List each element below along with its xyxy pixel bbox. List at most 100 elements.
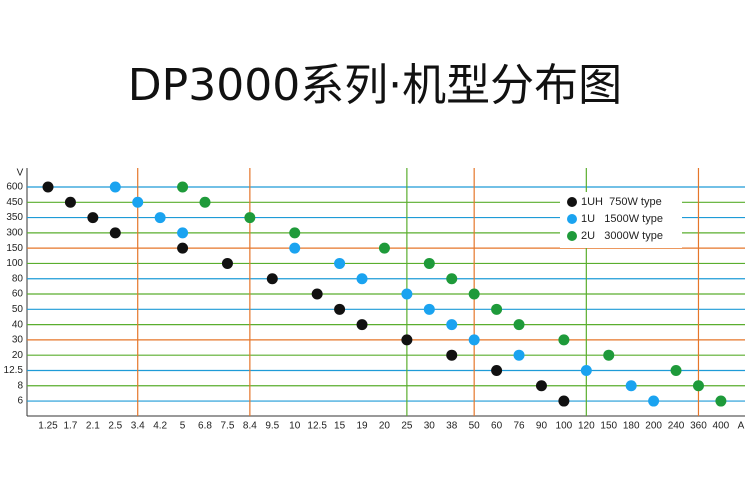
x-axis-label: A xyxy=(738,421,745,432)
y-tick-label: 60 xyxy=(12,289,24,300)
x-tick-label: 200 xyxy=(645,421,662,432)
point xyxy=(109,227,121,239)
y-tick-label: 8 xyxy=(17,380,23,391)
y-tick-label: 100 xyxy=(6,258,23,269)
point xyxy=(177,181,189,193)
legend-marker xyxy=(567,197,577,207)
point xyxy=(446,273,458,285)
point xyxy=(378,242,390,254)
y-tick-label: 40 xyxy=(12,319,24,330)
x-tick-label: 30 xyxy=(424,421,436,432)
point xyxy=(558,334,570,346)
x-tick-label: 120 xyxy=(578,421,595,432)
x-tick-label: 1.7 xyxy=(63,421,77,432)
y-tick-label: 30 xyxy=(12,335,24,346)
point xyxy=(199,196,211,208)
x-tick-label: 60 xyxy=(491,421,503,432)
x-tick-label: 2.1 xyxy=(86,421,100,432)
point xyxy=(64,196,76,208)
x-tick-label: 25 xyxy=(401,421,413,432)
x-tick-label: 76 xyxy=(513,421,525,432)
point xyxy=(423,303,435,315)
point xyxy=(356,273,368,285)
point xyxy=(42,181,54,193)
x-tick-label: 50 xyxy=(469,421,481,432)
x-tick-label: 12.5 xyxy=(307,421,327,432)
point xyxy=(468,288,480,300)
y-tick-label: 12.5 xyxy=(4,365,24,376)
point xyxy=(401,334,413,346)
x-tick-label: 100 xyxy=(556,421,573,432)
point xyxy=(266,273,278,285)
x-tick-label: 20 xyxy=(379,421,391,432)
point xyxy=(244,212,256,224)
point xyxy=(289,242,301,254)
point xyxy=(446,349,458,361)
point xyxy=(692,380,704,392)
point xyxy=(603,349,615,361)
point xyxy=(177,227,189,239)
legend-label: 1U 1500W type xyxy=(581,213,663,225)
x-tick-label: 15 xyxy=(334,421,346,432)
x-tick-label: 1.25 xyxy=(38,421,58,432)
x-tick-label: 90 xyxy=(536,421,548,432)
point xyxy=(221,257,233,269)
point xyxy=(109,181,121,193)
x-tick-label: 5 xyxy=(180,421,186,432)
point xyxy=(535,380,547,392)
y-axis-label: V xyxy=(17,168,24,179)
x-tick-label: 19 xyxy=(356,421,368,432)
legend-label: 2U 3000W type xyxy=(581,230,663,242)
x-tick-label: 4.2 xyxy=(153,421,167,432)
x-tick-label: 400 xyxy=(713,421,730,432)
x-tick-label: 180 xyxy=(623,421,640,432)
legend-marker xyxy=(567,214,577,224)
y-tick-label: 450 xyxy=(6,197,23,208)
legend-label: 1UH 750W type xyxy=(581,196,662,208)
point xyxy=(580,364,592,376)
x-tick-label: 240 xyxy=(668,421,685,432)
x-tick-label: 360 xyxy=(690,421,707,432)
point xyxy=(154,212,166,224)
x-tick-label: 10 xyxy=(289,421,301,432)
point xyxy=(513,349,525,361)
chart-title: DP3000系列·机型分布图 xyxy=(128,60,622,111)
point xyxy=(491,364,503,376)
point xyxy=(446,319,458,331)
y-tick-label: 6 xyxy=(17,396,23,407)
point xyxy=(423,257,435,269)
point xyxy=(625,380,637,392)
y-tick-label: 600 xyxy=(6,182,23,193)
point xyxy=(513,319,525,331)
point xyxy=(289,227,301,239)
y-tick-label: 150 xyxy=(6,243,23,254)
y-tick-label: 20 xyxy=(12,350,24,361)
point xyxy=(132,196,144,208)
x-tick-label: 7.5 xyxy=(220,421,234,432)
legend-marker xyxy=(567,231,577,241)
point xyxy=(648,395,660,407)
y-tick-label: 50 xyxy=(12,304,24,315)
legend-box xyxy=(560,192,682,248)
point xyxy=(311,288,323,300)
point xyxy=(468,334,480,346)
point xyxy=(87,212,99,224)
y-tick-label: 300 xyxy=(6,228,23,239)
x-tick-label: 9.5 xyxy=(265,421,279,432)
x-tick-label: 8.4 xyxy=(243,421,257,432)
y-tick-label: 350 xyxy=(6,212,23,223)
point xyxy=(334,303,346,315)
point xyxy=(670,364,682,376)
x-tick-label: 3.4 xyxy=(131,421,145,432)
x-tick-label: 6.8 xyxy=(198,421,212,432)
point xyxy=(715,395,727,407)
point xyxy=(558,395,570,407)
point xyxy=(177,242,189,254)
point xyxy=(401,288,413,300)
x-tick-label: 2.5 xyxy=(108,421,122,432)
point xyxy=(356,319,368,331)
point xyxy=(334,257,346,269)
x-tick-label: 38 xyxy=(446,421,458,432)
y-tick-label: 80 xyxy=(12,273,24,284)
